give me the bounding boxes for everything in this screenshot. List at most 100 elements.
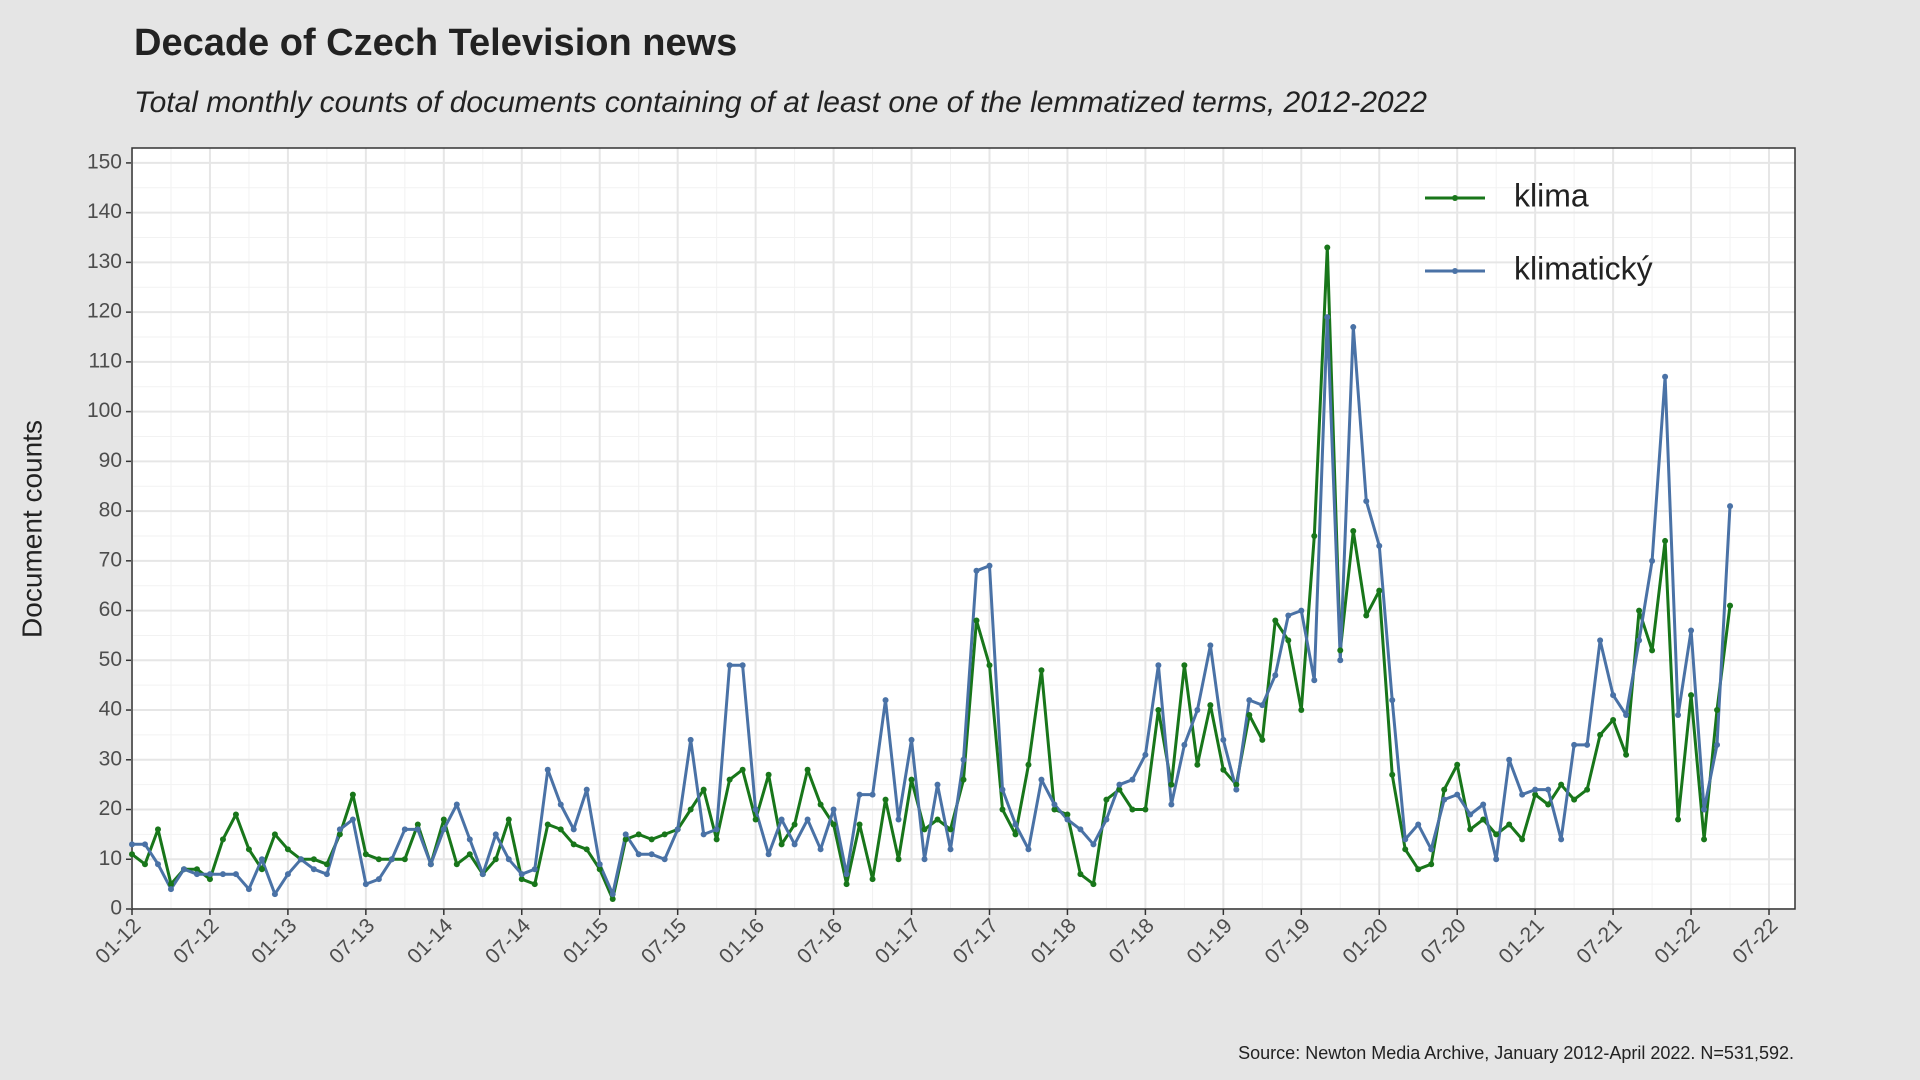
x-tick-label: 07-18 xyxy=(1105,914,1159,968)
data-point xyxy=(1545,786,1552,793)
data-point xyxy=(609,896,616,903)
data-point xyxy=(700,831,707,838)
y-tick-label: 120 xyxy=(87,300,122,323)
data-point xyxy=(1506,821,1513,828)
data-point xyxy=(752,806,759,813)
plot-border xyxy=(131,147,1796,910)
data-point xyxy=(1155,707,1162,714)
data-point xyxy=(1467,826,1474,833)
data-point xyxy=(129,851,135,858)
data-point xyxy=(882,796,889,803)
y-tick-label: 10 xyxy=(99,847,122,870)
data-point xyxy=(648,836,655,843)
y-tick-label: 30 xyxy=(99,747,122,770)
data-point xyxy=(362,881,369,888)
data-point xyxy=(908,736,915,743)
data-point xyxy=(258,856,265,863)
x-tick-label: 01-17 xyxy=(871,914,925,968)
data-point xyxy=(1415,866,1422,873)
data-point xyxy=(830,806,837,813)
data-point xyxy=(1090,841,1097,848)
y-tick-label: 0 xyxy=(110,897,122,920)
x-tick-label: 07-16 xyxy=(793,914,847,968)
data-point xyxy=(1220,736,1227,743)
data-point xyxy=(1350,324,1357,331)
data-point xyxy=(1675,712,1682,719)
data-point xyxy=(232,871,239,878)
data-point xyxy=(1662,537,1669,544)
data-point xyxy=(1246,712,1253,719)
data-point xyxy=(1350,527,1357,534)
data-point xyxy=(1402,846,1409,853)
data-point xyxy=(388,856,395,863)
data-point xyxy=(1532,791,1539,798)
data-point xyxy=(817,846,824,853)
data-point xyxy=(1441,786,1448,793)
data-point xyxy=(245,846,252,853)
data-point xyxy=(934,816,941,823)
data-point xyxy=(869,791,876,798)
data-point xyxy=(1142,806,1149,813)
data-point xyxy=(466,836,473,843)
data-point xyxy=(947,826,954,833)
data-point xyxy=(739,766,746,773)
caption: Source: Newton Media Archive, January 20… xyxy=(1238,1043,1794,1063)
chart-subtitle: Total monthly counts of documents contai… xyxy=(134,86,1427,119)
y-tick-label: 140 xyxy=(87,200,122,223)
x-tick-label: 07-21 xyxy=(1572,914,1626,968)
data-point xyxy=(1298,707,1305,714)
data-point xyxy=(206,876,213,883)
data-point xyxy=(570,841,577,848)
data-point xyxy=(362,851,369,858)
data-point xyxy=(1428,846,1435,853)
data-point xyxy=(583,846,590,853)
data-point xyxy=(193,866,200,873)
data-point xyxy=(1129,776,1136,783)
data-point xyxy=(726,662,733,669)
x-tick-label: 07-12 xyxy=(169,914,223,968)
data-point xyxy=(1103,816,1110,823)
data-point xyxy=(141,861,148,868)
data-point xyxy=(960,776,967,783)
y-tick-label: 150 xyxy=(87,150,122,173)
data-point xyxy=(1259,736,1266,743)
data-point xyxy=(258,866,265,873)
data-point xyxy=(1454,761,1461,768)
data-point xyxy=(622,836,629,843)
data-point xyxy=(1129,806,1136,813)
data-point xyxy=(1298,607,1305,614)
data-point xyxy=(999,806,1006,813)
data-point xyxy=(1090,881,1097,888)
data-point xyxy=(1155,662,1162,669)
x-tick-label: 01-12 xyxy=(91,914,145,968)
x-tick-label: 01-13 xyxy=(247,914,301,968)
data-point xyxy=(622,831,629,838)
data-point xyxy=(1064,816,1071,823)
data-point xyxy=(531,866,538,873)
data-point xyxy=(1051,806,1058,813)
data-point xyxy=(453,861,460,868)
data-point xyxy=(1311,677,1318,684)
data-point xyxy=(492,831,499,838)
data-point xyxy=(895,816,902,823)
data-point xyxy=(531,881,538,888)
data-point xyxy=(1519,791,1526,798)
data-point xyxy=(323,861,330,868)
data-point xyxy=(661,831,668,838)
data-point xyxy=(1207,702,1214,709)
data-point xyxy=(1116,786,1123,793)
data-point xyxy=(726,776,733,783)
data-point xyxy=(1649,647,1656,654)
data-point xyxy=(1727,503,1734,510)
data-point xyxy=(219,836,226,843)
data-point xyxy=(1181,662,1188,669)
data-point xyxy=(934,781,941,788)
data-point xyxy=(635,851,642,858)
data-point xyxy=(973,567,980,574)
data-point xyxy=(570,826,577,833)
data-point xyxy=(544,821,551,828)
data-point xyxy=(1610,692,1617,699)
data-point xyxy=(1259,702,1266,709)
data-point xyxy=(1532,786,1539,793)
data-point xyxy=(1675,816,1682,823)
